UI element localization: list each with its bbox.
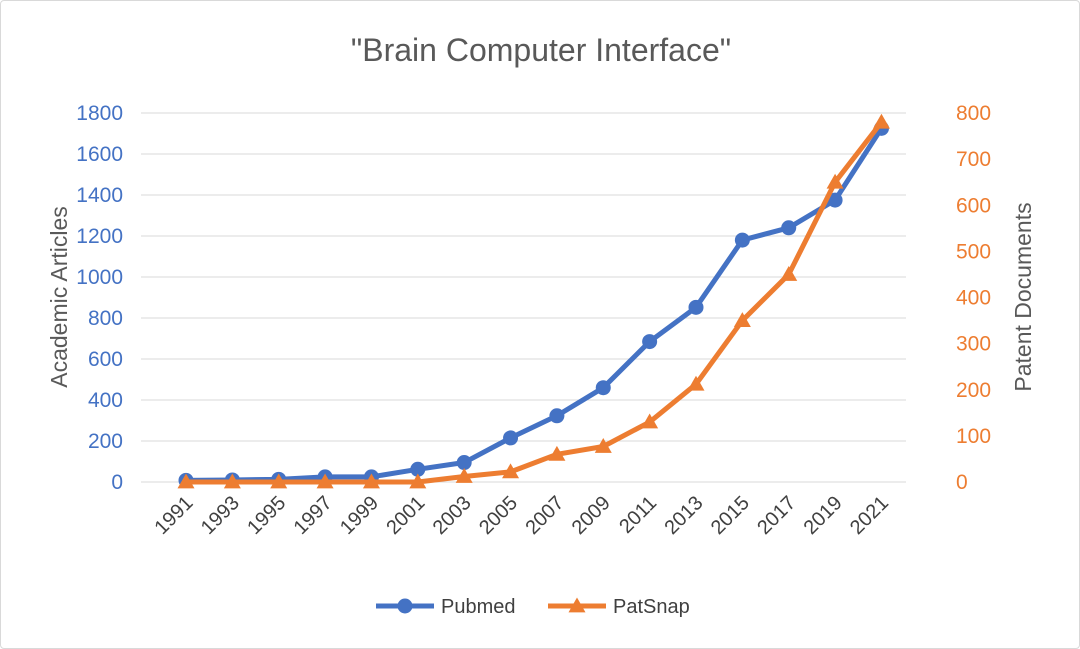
x-tick-label: 2019 (800, 492, 847, 539)
left-tick-label: 1200 (76, 225, 123, 248)
data-point-pubmed (503, 430, 519, 446)
right-tick-label: 800 (956, 102, 991, 125)
x-tick-label: 2017 (753, 492, 800, 539)
data-point-patsnap (177, 473, 195, 489)
left-tick-label: 800 (88, 307, 123, 330)
x-tick-label: 1999 (336, 492, 383, 539)
data-point-patsnap (594, 437, 612, 453)
left-tick-label: 200 (88, 430, 123, 453)
x-tick-label: 2009 (568, 492, 615, 539)
right-tick-label: 0 (956, 471, 968, 494)
x-tick-label: 2007 (521, 492, 568, 539)
right-tick-label: 400 (956, 287, 991, 310)
data-point-pubmed (827, 192, 843, 208)
legend-marker-patsnap (568, 597, 586, 613)
data-point-pubmed (688, 299, 704, 315)
data-point-patsnap (872, 113, 890, 129)
data-point-pubmed (595, 380, 611, 396)
data-point-pubmed (734, 232, 750, 248)
legend-marker-pubmed (397, 598, 413, 614)
right-axis-ticks: 0 100 200 300 400 500 600 700 800 (956, 102, 991, 494)
data-point-pubmed (642, 334, 658, 350)
left-tick-label: 1000 (76, 266, 123, 289)
left-axis-title: Academic Articles (46, 206, 72, 388)
left-tick-label: 1400 (76, 184, 123, 207)
data-point-patsnap (548, 445, 566, 461)
x-tick-label: 1995 (243, 492, 290, 539)
data-point-patsnap (502, 463, 520, 479)
data-point-patsnap (223, 473, 241, 489)
gridlines (141, 112, 906, 483)
right-tick-label: 300 (956, 333, 991, 356)
legend-label-pubmed: Pubmed (441, 596, 516, 618)
left-tick-label: 400 (88, 389, 123, 412)
left-tick-label: 1600 (76, 143, 123, 166)
data-point-pubmed (781, 220, 797, 236)
data-point-pubmed (410, 461, 426, 477)
data-point-patsnap (362, 473, 380, 489)
x-tick-label: 1997 (290, 492, 337, 539)
left-tick-label: 1800 (76, 102, 123, 125)
legend-label-patsnap: PatSnap (613, 596, 690, 618)
data-point-patsnap (687, 375, 705, 391)
data-point-patsnap (826, 173, 844, 189)
data-point-patsnap (409, 473, 427, 489)
series-layer (177, 113, 890, 489)
data-point-patsnap (316, 473, 334, 489)
legend: Pubmed PatSnap (376, 596, 690, 618)
right-tick-label: 700 (956, 148, 991, 171)
data-point-patsnap (780, 265, 798, 281)
x-tick-label: 2003 (429, 492, 476, 539)
left-tick-label: 0 (111, 471, 123, 494)
right-tick-label: 600 (956, 194, 991, 217)
data-point-pubmed (456, 455, 472, 471)
data-point-pubmed (549, 408, 565, 424)
data-point-patsnap (733, 312, 751, 327)
data-point-patsnap (270, 473, 288, 489)
series-line-patsnap (186, 120, 884, 485)
right-tick-label: 200 (956, 379, 991, 402)
x-tick-label: 2005 (475, 492, 522, 539)
x-tick-label: 2021 (846, 492, 893, 539)
x-tick-label: 2015 (707, 492, 754, 539)
x-axis-ticks: 1991 1993 1995 1997 1999 2001 2003 2005 2007 2009… (151, 492, 893, 539)
left-axis-ticks: 0 200 400 600 800 1000 1200 1400 1600 1800 (76, 102, 123, 494)
x-tick-label: 2013 (661, 492, 708, 539)
x-tick-label: 2001 (382, 492, 429, 539)
left-tick-label: 600 (88, 348, 123, 371)
x-tick-label: 1991 (151, 492, 198, 539)
series-line-pubmed (185, 127, 884, 483)
data-point-patsnap (455, 467, 473, 483)
right-axis-title: Patent Documents (1010, 202, 1036, 391)
x-tick-label: 2011 (615, 492, 661, 538)
right-tick-label: 500 (956, 240, 991, 263)
x-tick-label: 1993 (197, 492, 244, 539)
right-tick-label: 100 (956, 425, 991, 448)
data-point-patsnap (641, 413, 659, 429)
chart-title: "Brain Computer Interface" (351, 32, 731, 68)
